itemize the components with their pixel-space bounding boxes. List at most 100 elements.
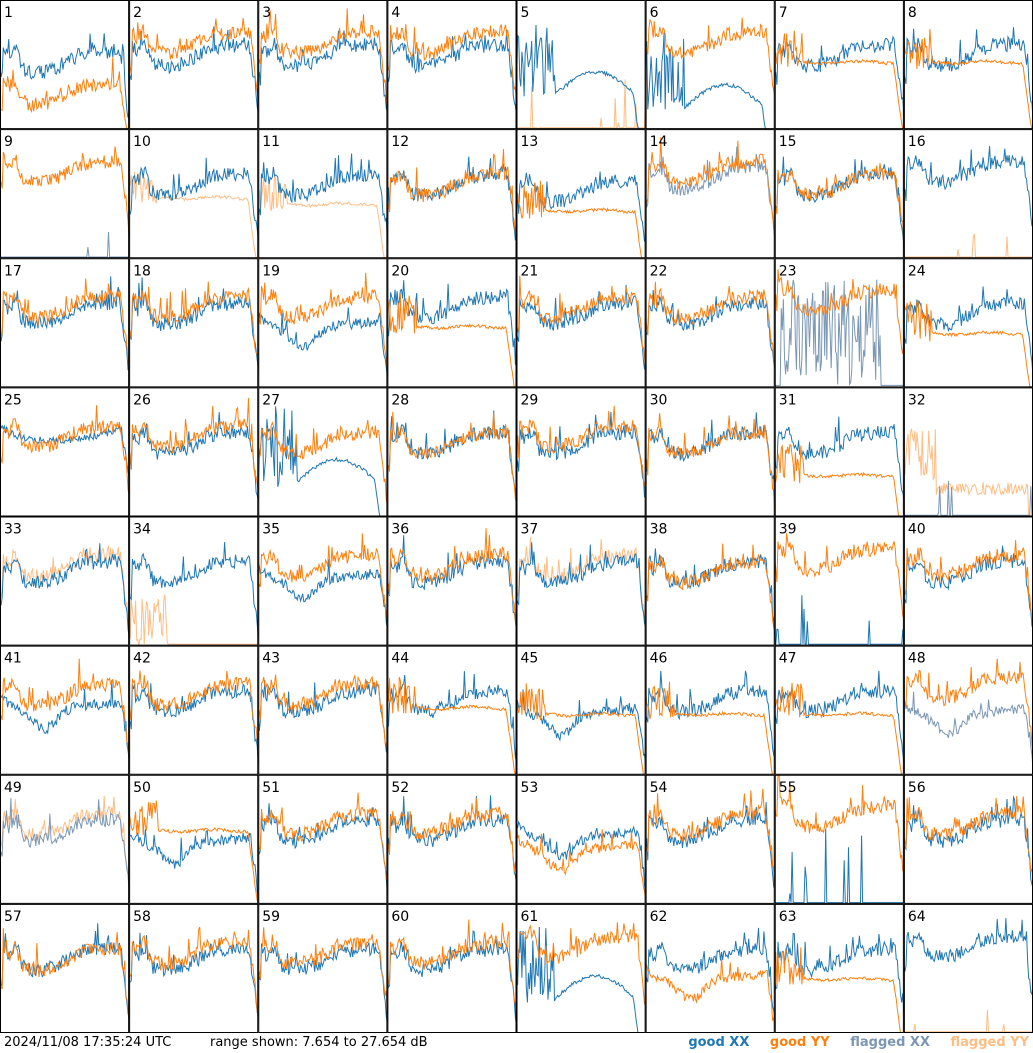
panel-label: 43 xyxy=(262,651,280,667)
legend: good XX good YY flagged XX flagged YY xyxy=(672,1034,1029,1052)
series-45-yy xyxy=(516,683,646,775)
series-48-yy xyxy=(903,658,1033,753)
series-11-xx xyxy=(258,153,388,245)
series-31-yy xyxy=(774,443,904,517)
series-50-yy xyxy=(129,800,259,904)
series-7-yy xyxy=(774,30,904,130)
series-25-yy xyxy=(0,405,130,496)
series-23-yy xyxy=(774,269,904,355)
series-50-xx xyxy=(129,829,259,899)
panel-label: 22 xyxy=(650,263,668,279)
series-53-xx xyxy=(516,820,646,893)
panel-border xyxy=(516,258,646,388)
series-41-xx xyxy=(0,680,130,760)
panel-label: 61 xyxy=(521,909,539,925)
panel-42: 42 xyxy=(129,645,259,775)
series-4-yy xyxy=(387,24,517,102)
panel-7: 7 xyxy=(774,0,904,130)
panel-label: 24 xyxy=(908,263,926,279)
panel-label: 14 xyxy=(650,134,668,150)
panel-label: 16 xyxy=(908,134,926,150)
series-58-xx xyxy=(129,932,259,1016)
panel-border xyxy=(516,645,646,775)
panel-border xyxy=(0,645,130,775)
series-22-xx xyxy=(645,289,775,368)
panel-border xyxy=(774,774,904,904)
series-22-yy xyxy=(645,281,775,368)
panel-border xyxy=(645,0,775,130)
panel-55: 55 xyxy=(774,774,904,904)
series-53-yy xyxy=(516,820,646,901)
panel-label: 63 xyxy=(779,909,797,925)
series-12-xx xyxy=(387,156,517,241)
legend-flagged-yy: flagged YY xyxy=(950,1035,1030,1050)
panel-59: 59 xyxy=(258,903,388,1033)
series-1-yy xyxy=(0,56,130,130)
panel-32: 32 xyxy=(903,387,1033,517)
panel-12: 12 xyxy=(387,129,517,259)
panel-label: 46 xyxy=(650,651,668,667)
panel-border xyxy=(387,903,517,1033)
panel-64: 64 xyxy=(903,903,1033,1033)
panel-label: 50 xyxy=(133,780,151,796)
panel-61: 61 xyxy=(516,903,646,1033)
series-21-yy xyxy=(516,275,646,371)
series-41-yy xyxy=(0,658,130,760)
panel-13: 13 xyxy=(516,129,646,259)
series-60-yy xyxy=(387,919,517,1014)
panel-label: 53 xyxy=(521,780,539,796)
panel-51: 51 xyxy=(258,774,388,904)
series-39-xx xyxy=(774,595,904,645)
panel-border xyxy=(258,516,388,646)
panel-label: 49 xyxy=(4,780,22,796)
series-8-yy xyxy=(903,28,1033,130)
series-9-xx xyxy=(0,231,130,258)
panel-border xyxy=(129,516,259,646)
panel-label: 64 xyxy=(908,909,926,925)
series-27-yy xyxy=(258,419,388,505)
panel-38: 38 xyxy=(645,516,775,646)
panel-6: 6 xyxy=(645,0,775,130)
panel-3: 3 xyxy=(258,0,388,130)
panel-label: 58 xyxy=(133,909,151,925)
panel-29: 29 xyxy=(516,387,646,517)
series-18-xx xyxy=(129,277,259,368)
series-6-xx xyxy=(645,32,775,130)
panel-48: 48 xyxy=(903,645,1033,775)
panel-border xyxy=(774,387,904,517)
series-39-yy xyxy=(774,533,904,618)
series-42-xx xyxy=(129,683,259,765)
panel-45: 45 xyxy=(516,645,646,775)
series-16-xx xyxy=(903,146,1033,227)
panel-label: 11 xyxy=(262,134,280,150)
panel-border xyxy=(516,387,646,517)
series-30-yy xyxy=(645,413,775,510)
series-15-yy xyxy=(774,163,904,249)
panel-border xyxy=(645,774,775,904)
panel-label: 59 xyxy=(262,909,280,925)
panel-label: 41 xyxy=(4,651,22,667)
series-46-xx xyxy=(645,670,775,759)
panel-53: 53 xyxy=(516,774,646,904)
panel-62: 62 xyxy=(645,903,775,1033)
panel-60: 60 xyxy=(387,903,517,1033)
series-64-yy xyxy=(903,1009,1033,1033)
series-32-yy xyxy=(903,428,1033,517)
panel-15: 15 xyxy=(774,129,904,259)
series-30-xx xyxy=(645,412,775,501)
series-19-yy xyxy=(258,272,388,374)
panel-30: 30 xyxy=(645,387,775,517)
series-25-xx xyxy=(0,423,130,478)
panel-26: 26 xyxy=(129,387,259,517)
panel-44: 44 xyxy=(387,645,517,775)
panel-border xyxy=(0,903,130,1033)
panel-57: 57 xyxy=(0,903,130,1033)
panel-label: 2 xyxy=(133,5,142,21)
series-33-yy xyxy=(0,545,130,633)
series-55-xx xyxy=(774,828,904,904)
series-58-yy xyxy=(129,926,259,1018)
series-8-xx xyxy=(903,27,1033,121)
series-28-xx xyxy=(387,410,517,502)
series-63-xx xyxy=(774,933,904,1014)
